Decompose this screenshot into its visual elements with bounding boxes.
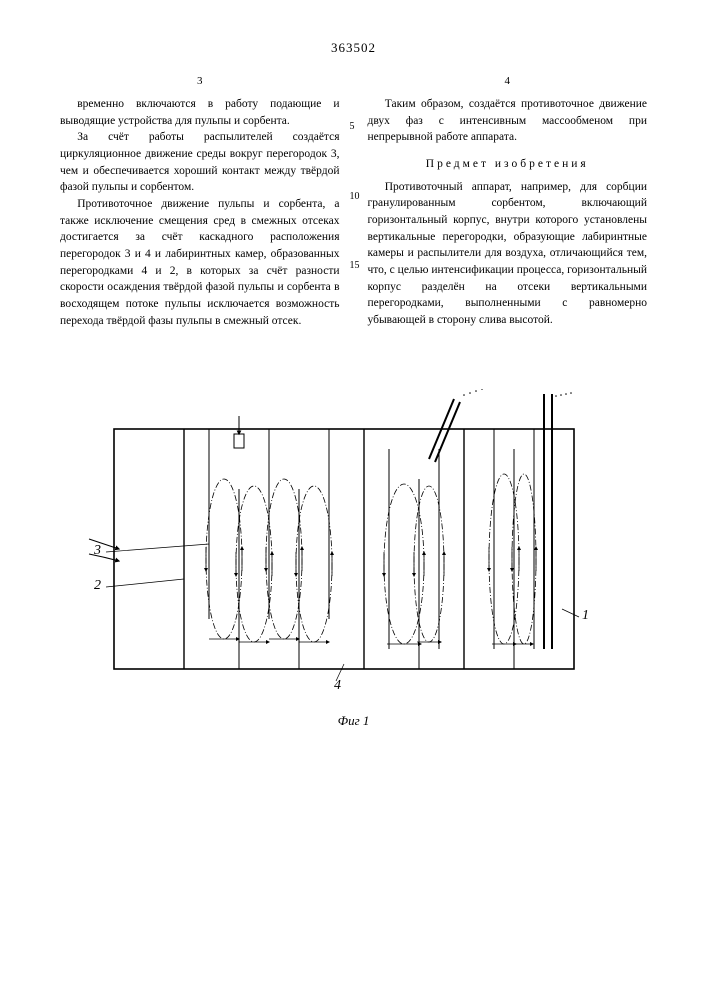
figure-caption: Фиг 1: [60, 713, 647, 729]
right-top-par: Таким образом, создаётся противоточное д…: [368, 96, 648, 146]
line-number-gutter: 5 10 15: [350, 74, 360, 274]
right-col-number: 4: [368, 74, 648, 90]
svg-text:3: 3: [93, 543, 101, 558]
line-marker-15: 15: [350, 259, 360, 274]
right-column: 5 10 15 4 Таким образом, создаётся проти…: [368, 74, 648, 329]
left-par-2: За счёт работы распылителей создаётся ци…: [60, 129, 340, 196]
left-column: 3 временно включаются в работу подающие …: [60, 74, 340, 329]
line-marker-10: 10: [350, 190, 360, 205]
svg-text:2: 2: [94, 578, 101, 593]
patent-number: 363502: [60, 40, 647, 56]
svg-text:4: 4: [334, 678, 341, 693]
line-marker-5: 5: [350, 120, 360, 135]
left-par-3: Противоточное движение пульпы и сорбента…: [60, 196, 340, 329]
figure-1-diagram: 1 2 3 4: [84, 389, 624, 709]
svg-text:1: 1: [582, 608, 589, 623]
left-par-1: временно включаются в работу подающие и …: [60, 96, 340, 129]
patent-page: 363502 3 временно включаются в работу по…: [0, 0, 707, 1000]
figure-area: 1 2 3 4 Фиг 1: [60, 389, 647, 729]
right-claim: Противоточный аппарат, например, для сор…: [368, 179, 648, 329]
text-columns: 3 временно включаются в работу подающие …: [60, 74, 647, 329]
left-col-number: 3: [60, 74, 340, 90]
subject-of-invention-title: Предмет изобретения: [368, 156, 648, 173]
